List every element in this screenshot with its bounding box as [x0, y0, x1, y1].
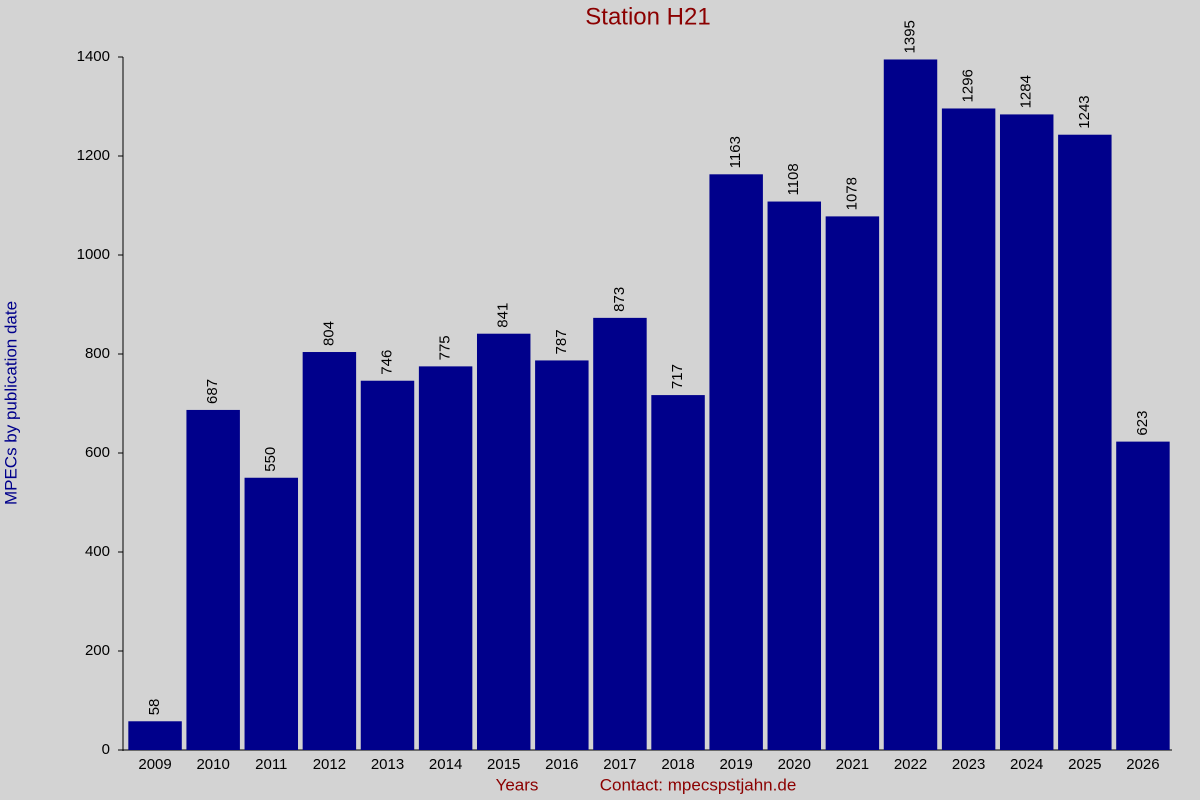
bar: [360, 380, 415, 750]
bar: [128, 721, 182, 750]
bar: [1116, 441, 1170, 750]
x-tick-label: 2019: [719, 756, 752, 773]
value-label: 717: [669, 364, 686, 389]
value-label: 787: [553, 329, 570, 354]
value-label: 687: [204, 379, 221, 404]
bar: [767, 201, 822, 751]
value-label: 1243: [1076, 95, 1093, 128]
x-tick-label: 2011: [255, 756, 287, 773]
bar: [651, 395, 705, 750]
y-tick-label: 1400: [77, 48, 110, 65]
bar: [418, 366, 473, 750]
y-tick-label: 600: [85, 444, 110, 461]
value-label: 804: [320, 321, 337, 346]
y-tick-label: 1000: [77, 246, 110, 263]
x-tick-label: 2017: [603, 756, 636, 773]
x-tick-label: 2024: [1010, 756, 1043, 773]
bar: [302, 352, 357, 750]
bar: [709, 174, 763, 750]
bar: [244, 477, 299, 750]
x-tick-label: 2026: [1126, 756, 1159, 773]
value-label: 873: [611, 287, 628, 312]
value-label: 550: [262, 447, 279, 472]
value-label: 58: [146, 699, 163, 716]
x-tick-label: 2015: [487, 756, 520, 773]
x-tick-label: 2010: [196, 756, 229, 773]
x-axis-label: Years: [496, 775, 539, 794]
x-tick-label: 2018: [661, 756, 694, 773]
value-label: 1108: [785, 163, 802, 195]
value-label: 841: [495, 303, 512, 328]
chart-title: Station H21: [585, 3, 710, 30]
x-tick-label: 2014: [429, 756, 462, 773]
bar: [593, 317, 647, 750]
value-label: 623: [1134, 411, 1151, 436]
x-tick-label: 2023: [952, 756, 985, 773]
x-tick-label: 2012: [313, 756, 346, 773]
bar: [941, 108, 996, 751]
value-label: 1284: [1018, 75, 1035, 108]
bar: [883, 59, 938, 751]
y-tick-label: 200: [85, 642, 110, 659]
value-label: 1163: [727, 136, 744, 168]
y-tick-label: 1200: [77, 147, 110, 164]
bar: [476, 333, 531, 750]
value-label: 1296: [960, 69, 977, 102]
bar: [825, 216, 880, 750]
x-tick-label: 2009: [138, 756, 171, 773]
x-tick-label: 2020: [778, 756, 811, 773]
bar: [535, 360, 589, 750]
x-tick-label: 2021: [836, 756, 869, 773]
x-tick-label: 2013: [371, 756, 404, 773]
value-label: 746: [378, 350, 395, 375]
y-tick-label: 400: [85, 543, 110, 560]
x-tick-label: 2025: [1068, 756, 1101, 773]
y-tick-label: 0: [102, 741, 110, 758]
value-label: 1395: [901, 20, 918, 53]
bar: [999, 114, 1054, 751]
value-label: 1078: [843, 177, 860, 210]
bar: [1058, 134, 1112, 751]
bar: [186, 409, 240, 750]
y-tick-label: 800: [85, 345, 110, 362]
x-tick-label: 2016: [545, 756, 578, 773]
value-label: 775: [437, 335, 454, 360]
y-axis-label: MPECs by publication date: [1, 301, 20, 505]
contact-note: Contact: mpecspstjahn.de: [600, 775, 797, 794]
x-tick-label: 2022: [894, 756, 927, 773]
